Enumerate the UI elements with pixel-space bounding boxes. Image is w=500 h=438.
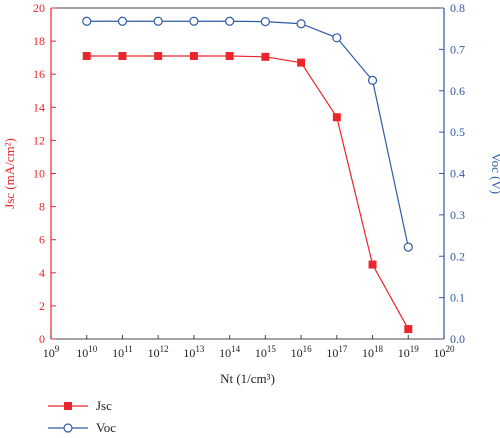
x-tick-label-base: 10 [148,346,160,360]
left-y-tick-label: 12 [33,133,45,147]
x-tick-label: 1018 [362,344,384,360]
x-tick-label: 1014 [219,344,241,360]
data-point-jsc [189,51,198,60]
data-point-jsc [82,51,91,60]
x-tick-label: 1010 [76,344,98,360]
data-point-voc [82,16,92,26]
x-tick-label-base: 10 [112,346,124,360]
x-tick-label-exponent: 17 [338,344,348,354]
x-tick-label-exponent: 19 [410,344,420,354]
x-tick-label-base: 10 [291,346,303,360]
left-y-tick-label: 16 [33,67,45,81]
data-point-jsc [154,51,163,60]
right-y-tick-label: 0.0 [450,332,465,346]
left-y-tick-label: 4 [39,266,45,280]
x-tick-label-base: 10 [76,346,88,360]
left-y-tick-label: 10 [33,167,45,181]
x-tick-label: 1016 [291,344,313,360]
x-tick-label: 1017 [326,344,348,360]
x-tick-label-base: 10 [326,346,338,360]
legend-label-jsc: Jsc [96,398,112,413]
data-point-voc [260,17,270,27]
x-tick-label-exponent: 9 [55,344,60,354]
x-tick-label: 1012 [148,344,169,360]
x-tick-label: 1020 [434,344,456,360]
left-y-tick-label: 14 [33,100,45,114]
data-point-jsc [225,51,234,60]
right-y-tick-label: 0.5 [450,125,465,139]
data-point-voc [153,16,163,26]
x-tick-label-exponent: 20 [446,344,456,354]
x-tick-label-base: 10 [362,346,374,360]
left-y-tick-label: 0 [39,332,45,346]
x-tick-label-exponent: 16 [303,344,313,354]
x-tick-label: 1011 [112,344,133,360]
x-tick-label-exponent: 13 [195,344,205,354]
x-tick-label-base: 10 [398,346,410,360]
left-y-axis-title: Jsc (mA/cm²) [2,138,17,209]
data-point-voc [225,16,235,26]
x-axis-title: Nt (1/cm³) [220,371,275,386]
right-y-tick-label: 0.6 [450,84,465,98]
left-y-tick-label: 6 [39,233,45,247]
x-tick-label-base: 10 [183,346,195,360]
x-tick-label: 1015 [255,344,277,360]
right-y-tick-label: 0.4 [450,167,465,181]
left-y-tick-label: 18 [33,34,45,48]
x-tick-label-exponent: 12 [160,344,169,354]
x-tick-label-exponent: 15 [267,344,277,354]
legend-marker-voc [63,423,73,433]
data-point-jsc [297,58,306,67]
legend-marker-jsc [64,402,72,410]
data-point-jsc [404,325,413,334]
data-point-jsc [332,113,341,122]
x-tick-label-base: 10 [219,346,231,360]
plot-area: 109 1010 1011 1012 1013 1014 1015 1016 1017 1018 1… [2,1,500,386]
left-y-tick-label: 2 [39,299,45,313]
x-tick-label: 109 [43,344,60,360]
legend-label-voc: Voc [96,420,116,435]
left-y-tick-label: 8 [39,200,45,214]
right-y-tick-label: 0.1 [450,291,465,305]
right-y-axis-title: Voc (V) [489,153,500,194]
data-point-voc [332,33,342,43]
right-y-tick-label: 0.8 [450,1,465,15]
x-tick-label-exponent: 18 [374,344,384,354]
x-tick-label-base: 10 [43,346,55,360]
x-tick-label-exponent: 10 [88,344,98,354]
data-point-voc [367,75,378,86]
series-line-jsc [86,55,409,330]
left-y-tick-label: 20 [33,1,45,15]
x-tick-label-base: 10 [434,346,446,360]
data-point-jsc [261,52,270,61]
data-point-voc [189,16,199,26]
series-line-voc [86,20,409,248]
legend: Jsc Voc [48,398,116,435]
right-y-tick-label: 0.2 [450,249,465,263]
right-y-tick-label: 0.3 [450,208,465,222]
data-point-voc [403,242,413,252]
x-tick-label-base: 10 [255,346,267,360]
data-point-voc [296,19,306,29]
x-tick-label-exponent: 11 [124,344,133,354]
x-tick-label: 1013 [183,344,205,360]
data-point-voc [117,16,128,26]
x-tick-label: 1019 [398,344,420,360]
right-y-tick-label: 0.7 [450,42,465,56]
data-point-jsc [118,51,127,60]
x-tick-label-exponent: 14 [231,344,241,354]
data-point-jsc [368,260,377,269]
